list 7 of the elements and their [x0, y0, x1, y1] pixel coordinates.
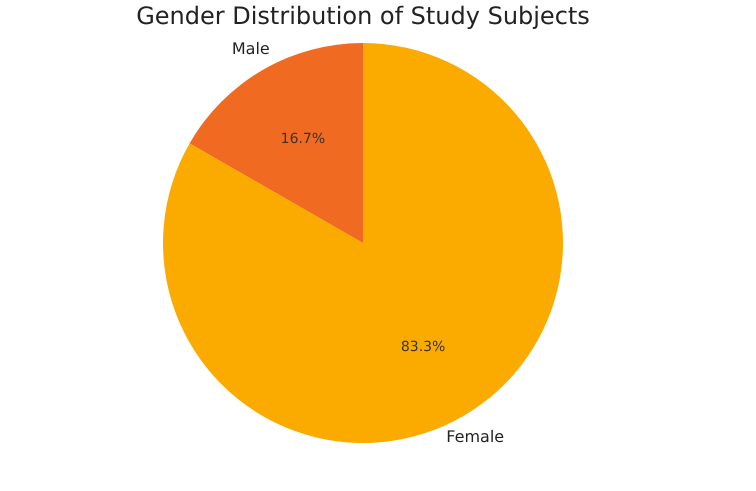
slice-label: Male	[232, 39, 270, 58]
data-label: 83.3%	[400, 338, 446, 355]
chart-title: Gender Distribution of Study Subjects	[136, 2, 590, 30]
pie-slice	[163, 43, 563, 443]
pie-slice	[190, 43, 363, 243]
data-label: 16.7%	[280, 131, 326, 148]
slice-label: Female	[446, 426, 504, 446]
